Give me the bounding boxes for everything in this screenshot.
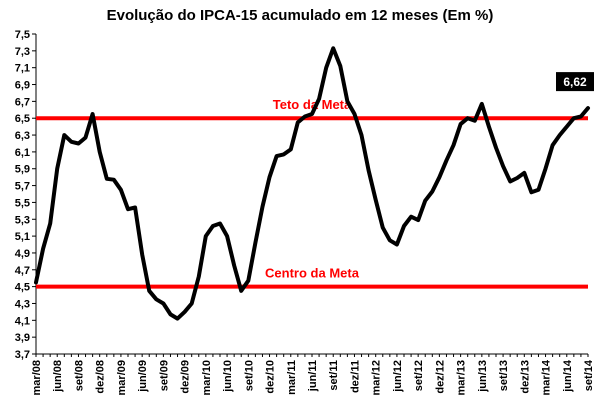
x-tick-label: set/08 [73, 360, 85, 391]
x-tick-label: jun/14 [562, 359, 574, 393]
last-value-label-box [556, 72, 594, 92]
axes: 3,7 3,9 4,1 4,3 4,5 4,7 4,9 5,1 5,3 5,5 5,7 5,9 6,1 6… [15, 29, 595, 395]
y-tick-label: 4,7 [15, 265, 30, 277]
x-tick-label: mar/09 [116, 360, 128, 395]
y-tick-label: 6,1 [15, 147, 30, 159]
annotations: 6,62 [556, 72, 594, 92]
y-tick-label: 5,3 [15, 214, 30, 226]
reference-line-label: Teto da Meta [273, 97, 352, 112]
x-tick-label: set/14 [583, 359, 595, 391]
x-tick-label: set/09 [158, 360, 170, 391]
y-tick-label: 3,7 [15, 349, 30, 361]
x-tick-label: dez/12 [434, 360, 446, 394]
x-tick-label: mar/12 [371, 360, 383, 395]
x-tick-label: jun/08 [52, 360, 64, 393]
x-tick-label: dez/10 [265, 360, 277, 394]
y-tick-label: 5,1 [15, 231, 30, 243]
x-tick-label: jun/12 [392, 360, 404, 393]
y-tick-label: 6,3 [15, 130, 30, 142]
y-tick-label: 7,3 [15, 46, 30, 58]
x-tick-label: dez/11 [349, 360, 361, 393]
x-tick-label: mar/11 [286, 360, 298, 395]
chart-title: Evolução do IPCA-15 acumulado em 12 mese… [107, 7, 494, 24]
x-tick-label: set/10 [243, 360, 255, 391]
x-tick-label: dez/13 [519, 360, 531, 394]
x-tick-label: mar/08 [31, 360, 43, 395]
y-tick-label: 5,9 [15, 164, 30, 176]
x-tick-label: set/11 [328, 360, 340, 391]
y-tick-label: 4,1 [15, 315, 30, 327]
x-tick-label: jun/13 [477, 360, 489, 393]
x-tick-label: set/13 [498, 360, 510, 391]
y-tick-label: 4,3 [15, 298, 30, 310]
y-tick-label: 5,5 [15, 197, 30, 209]
series-layer [34, 46, 590, 321]
x-tick-label: jun/09 [137, 360, 149, 393]
y-tick-label: 4,5 [15, 282, 30, 294]
y-tick-label: 7,5 [15, 29, 30, 41]
y-tick-label: 6,7 [15, 96, 30, 108]
reference-lines: Teto da Meta Centro da Meta [36, 97, 588, 289]
last-value-label: 6,62 [563, 75, 587, 89]
x-tick-label: mar/13 [456, 360, 468, 395]
y-tick-label: 5,7 [15, 181, 30, 193]
y-tick-label: 7,1 [15, 63, 30, 75]
series-line [34, 46, 590, 321]
x-tick-label: set/12 [413, 360, 425, 391]
reference-line-label: Centro da Meta [265, 266, 360, 281]
y-tick-label: 6,5 [15, 113, 30, 125]
x-tick-label: jun/11 [307, 360, 319, 392]
y-tick-label: 4,9 [15, 248, 30, 260]
y-tick-label: 3,9 [15, 332, 30, 344]
x-tick-label: mar/10 [201, 360, 213, 395]
x-tick-label: mar/14 [541, 359, 553, 395]
x-tick-label: jun/10 [222, 360, 234, 393]
y-tick-label: 6,9 [15, 80, 30, 92]
x-tick-label: dez/08 [95, 360, 107, 394]
x-tick-label: dez/09 [180, 360, 192, 394]
